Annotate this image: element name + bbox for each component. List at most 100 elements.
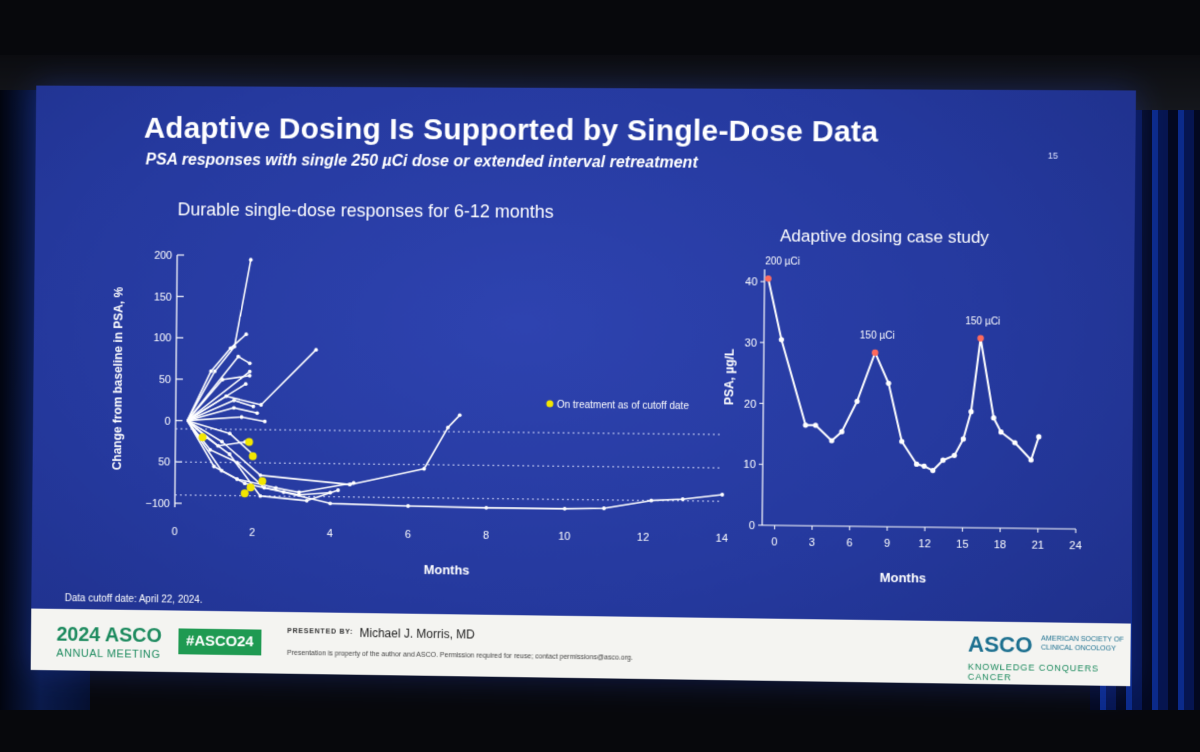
psa-data-point (1036, 434, 1042, 440)
data-point (232, 344, 237, 349)
series-line-s1 (187, 259, 251, 421)
on-treatment-point (246, 483, 255, 492)
y-tick-label: 200 (154, 250, 172, 262)
reference-line (175, 462, 722, 468)
data-point (601, 506, 606, 510)
x-tick-label: 18 (994, 539, 1007, 551)
slide-footer: 2024 ASCO ANNUAL MEETING #ASCO24 PRESENT… (30, 608, 1131, 687)
slide-subtitle: PSA responses with single 250 µCi dose o… (145, 151, 698, 172)
y-axis-line (175, 255, 177, 507)
data-point (231, 405, 236, 410)
x-tick-label: 2 (249, 527, 255, 539)
data-point (232, 398, 236, 403)
dose-label: 200 µCi (765, 256, 800, 267)
data-point (239, 415, 244, 419)
data-point (351, 481, 356, 485)
dose-marker (977, 335, 984, 342)
y-tick-label: 0 (165, 415, 171, 427)
psa-data-point (885, 380, 892, 386)
x-tick-label: 4 (327, 528, 333, 540)
x-tick-label: 0 (171, 526, 177, 538)
on-treatment-point (258, 477, 267, 486)
data-point (224, 394, 229, 399)
data-point (247, 361, 252, 366)
psa-data-point (829, 438, 835, 444)
data-point (227, 452, 232, 457)
data-point (281, 490, 286, 495)
y-axis-label: PSA, µg/L (722, 349, 737, 406)
y-axis-line (762, 269, 764, 525)
y-tick-label: 100 (153, 333, 171, 345)
data-point (314, 347, 318, 352)
y-tick-label: 40 (745, 276, 757, 288)
single-dose-chart: Durable single-dose responses for 6-12 m… (110, 199, 728, 577)
on-treatment-point (198, 433, 207, 442)
data-point (680, 497, 685, 502)
data-point (212, 369, 217, 374)
x-tick-label: 6 (405, 529, 411, 541)
data-point (336, 488, 340, 493)
on-treatment-point (240, 489, 249, 498)
projected-slide: Adaptive Dosing Is Supported by Single-D… (30, 85, 1136, 687)
data-point (347, 482, 352, 487)
data-point (259, 402, 263, 407)
data-point (220, 439, 224, 444)
asco-year-logo: 2024 ASCO (56, 623, 162, 648)
x-tick-label: 6 (846, 537, 852, 549)
data-point (227, 431, 232, 436)
data-point (562, 506, 567, 511)
data-point (216, 443, 220, 448)
data-point (328, 501, 333, 506)
page-number: 15 (1047, 150, 1059, 161)
psa-data-point (802, 422, 809, 428)
data-point (209, 369, 213, 374)
data-point (247, 373, 252, 378)
psa-data-point (1012, 439, 1018, 446)
y-tick-label: 50 (158, 457, 170, 469)
data-point (720, 492, 725, 497)
data-point (244, 332, 249, 337)
y-tick-label: −100 (145, 498, 170, 510)
copyright-notice: Presentation is property of the author a… (286, 649, 633, 662)
dose-label: 150 µCi (965, 316, 1000, 327)
case-study-chart: Adaptive dosing case study 0 10 20 30 40 0 3 6 9 1… (722, 226, 1082, 586)
x-tick-label: 10 (558, 531, 570, 543)
data-point (258, 473, 263, 478)
psa-data-point (968, 408, 974, 415)
data-point (236, 354, 241, 359)
legend-label: On treatment as of cutoff date (557, 400, 690, 412)
psa-data-point (991, 415, 997, 421)
psa-data-point (913, 461, 920, 467)
data-point (247, 369, 252, 374)
data-point (262, 485, 267, 490)
data-point (273, 485, 278, 490)
data-point (248, 257, 253, 262)
annual-meeting-label: ANNUAL MEETING (56, 647, 161, 661)
data-point (255, 411, 260, 415)
x-tick-label: 15 (956, 539, 969, 551)
hashtag-badge: #ASCO24 (178, 628, 262, 656)
x-tick-label: 8 (483, 530, 489, 542)
data-point (243, 440, 248, 444)
psa-data-point (854, 398, 860, 404)
slide-title: Adaptive Dosing Is Supported by Single-D… (143, 111, 879, 149)
x-tick-label: 0 (771, 536, 777, 548)
y-tick-label: 20 (744, 398, 756, 410)
psa-data-point (1028, 457, 1034, 463)
x-tick-label: 9 (884, 538, 890, 550)
dose-marker (765, 275, 772, 282)
series-line-s4 (187, 371, 250, 421)
x-axis-label: Months (879, 570, 926, 586)
y-axis-label: Change from baseline in PSA, % (110, 287, 126, 471)
data-point (648, 497, 653, 502)
cutoff-note: Data cutoff date: April 22, 2024. (64, 593, 203, 606)
x-tick-label: 3 (809, 537, 815, 549)
data-point (458, 414, 463, 418)
presented-by-label: PRESENTED BY: (287, 627, 354, 636)
dose-label: 150 µCi (860, 330, 895, 341)
dose-marker (871, 349, 879, 356)
psa-data-point (899, 438, 905, 445)
y-tick-label: 50 (159, 374, 171, 386)
psa-data-point (812, 422, 819, 428)
y-tick-label: 10 (743, 459, 755, 471)
